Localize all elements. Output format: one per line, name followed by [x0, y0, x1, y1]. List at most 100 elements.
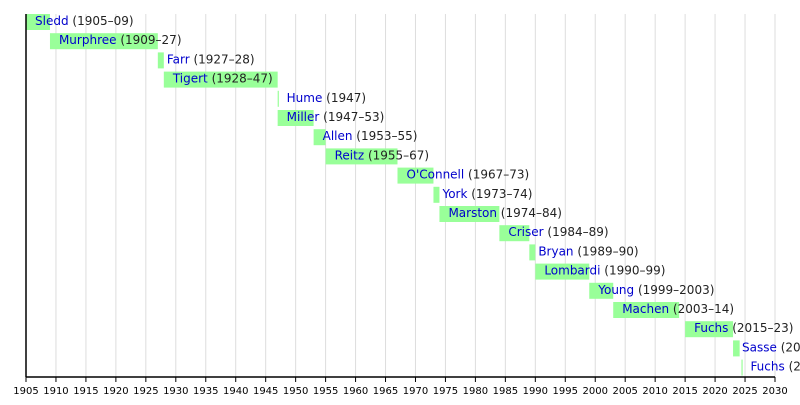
term-years: (1953–55)	[352, 129, 417, 143]
term-years: (1947)	[322, 91, 366, 105]
person-name[interactable]: Reitz	[335, 148, 365, 162]
x-tick-label: 1980	[463, 386, 488, 397]
x-tick-label: 2025	[732, 386, 757, 397]
term-years: (1989–90)	[574, 244, 639, 258]
term-years: (20	[777, 340, 800, 354]
timeline-bar	[26, 14, 50, 30]
person-name[interactable]: Tigert	[172, 72, 208, 86]
timeline-bar	[535, 263, 590, 280]
x-tick-label: 1955	[313, 386, 338, 397]
x-tick-label: 2020	[702, 386, 727, 397]
person-name[interactable]: Bryan	[538, 244, 573, 258]
timeline-label: Marston (1974–84)	[448, 206, 562, 220]
term-years: (1909–27)	[117, 33, 182, 47]
person-name[interactable]: O'Connell	[407, 168, 465, 182]
x-tick-label: 2030	[762, 386, 787, 397]
x-tick-label: 1930	[163, 386, 188, 397]
timeline-label: Young (1999–2003)	[597, 283, 714, 297]
timeline-bar	[157, 52, 164, 69]
timeline-label: Tigert (1928–47)	[172, 72, 273, 86]
person-name[interactable]: Young	[597, 283, 634, 297]
timeline-label: Murphree (1909–27)	[59, 33, 182, 47]
term-years: (1947–53)	[319, 110, 384, 124]
person-name[interactable]: Fuchs	[750, 360, 784, 374]
x-tick-label: 1965	[373, 386, 398, 397]
term-years: (1984–89)	[544, 225, 609, 239]
person-name[interactable]: Murphree	[59, 33, 117, 47]
x-tick-label: 1985	[493, 386, 518, 397]
person-name[interactable]: Sasse	[742, 340, 777, 354]
timeline-label: York (1973–74)	[441, 187, 532, 201]
timeline-label: Criser (1984–89)	[508, 225, 608, 239]
term-years: (1955–67)	[364, 148, 429, 162]
person-name[interactable]: Fuchs	[694, 321, 728, 335]
x-tick-label: 1910	[43, 386, 68, 397]
timeline-label: Sledd (1905–09)	[35, 14, 134, 28]
x-tick-label: 2015	[672, 386, 697, 397]
x-tick-label: 1915	[73, 386, 98, 397]
timeline-label: Hume (1947)	[287, 91, 366, 105]
x-tick-label: 1975	[433, 386, 458, 397]
term-years: (1999–2003)	[634, 283, 714, 297]
x-tick-label: 1990	[523, 386, 548, 397]
timeline-label: Machen (2003–14)	[622, 302, 734, 316]
timeline-bar	[499, 225, 530, 242]
term-years: (1905–09)	[69, 14, 134, 28]
person-name[interactable]: Hume	[287, 91, 323, 105]
timeline-label: O'Connell (1967–73)	[407, 168, 530, 182]
person-name[interactable]: Miller	[287, 110, 320, 124]
x-tick-label: 2000	[583, 386, 608, 397]
x-tick-label: 1940	[223, 386, 248, 397]
timeline-label: Allen (1953–55)	[323, 129, 418, 143]
x-tick-label: 1920	[103, 386, 128, 397]
x-tick-label: 1925	[133, 386, 158, 397]
timeline-bar	[325, 148, 398, 165]
x-tick-label: 1950	[283, 386, 308, 397]
person-name[interactable]: Allen	[323, 129, 353, 143]
x-tick-label: 2010	[642, 386, 667, 397]
term-years: (1928–47)	[208, 72, 273, 86]
person-name[interactable]: Lombardi	[544, 264, 600, 278]
timeline-label: Fuchs (20	[750, 360, 800, 374]
term-years: (1967–73)	[464, 168, 529, 182]
timeline-label: Farr (1927–28)	[167, 52, 255, 66]
timeline-bar	[433, 186, 440, 203]
timeline-bar	[277, 90, 279, 107]
timeline-bar	[163, 71, 278, 88]
person-name[interactable]: Criser	[508, 225, 543, 239]
person-name[interactable]: Farr	[167, 52, 190, 66]
term-years: (1927–28)	[190, 52, 255, 66]
timeline-bar	[733, 340, 740, 357]
timeline-label: Bryan (1989–90)	[538, 244, 638, 258]
timeline-label: Reitz (1955–67)	[335, 148, 430, 162]
timeline-label: Lombardi (1990–99)	[544, 264, 665, 278]
x-tick-label: 1935	[193, 386, 218, 397]
timeline-label: Sasse (20	[742, 340, 800, 354]
person-name[interactable]: York	[441, 187, 467, 201]
person-name[interactable]: Marston	[448, 206, 497, 220]
x-tick-label: 1970	[403, 386, 428, 397]
x-tick-label: 1995	[553, 386, 578, 397]
x-tick-label: 1960	[343, 386, 368, 397]
term-years: (1973–74)	[467, 187, 532, 201]
person-name[interactable]: Machen	[622, 302, 669, 316]
timeline-bar	[685, 321, 734, 338]
timeline-bar	[741, 359, 743, 376]
term-years: (1990–99)	[600, 264, 665, 278]
timeline-bar	[313, 129, 326, 146]
timeline-bar	[277, 110, 314, 126]
timeline-bar	[49, 33, 158, 50]
person-name[interactable]: Sledd	[35, 14, 69, 28]
timeline-bar	[613, 302, 680, 318]
timeline-label: Miller (1947–53)	[287, 110, 385, 124]
timeline-bar	[529, 244, 536, 261]
term-years: (2003–14)	[669, 302, 734, 316]
term-years: (2015–23)	[728, 321, 793, 335]
timeline-bar	[439, 206, 500, 222]
term-years: (1974–84)	[497, 206, 562, 220]
term-years: (20	[785, 360, 800, 374]
timeline-bar	[397, 167, 434, 184]
x-tick-label: 2005	[612, 386, 637, 397]
timeline-bar	[589, 282, 614, 299]
